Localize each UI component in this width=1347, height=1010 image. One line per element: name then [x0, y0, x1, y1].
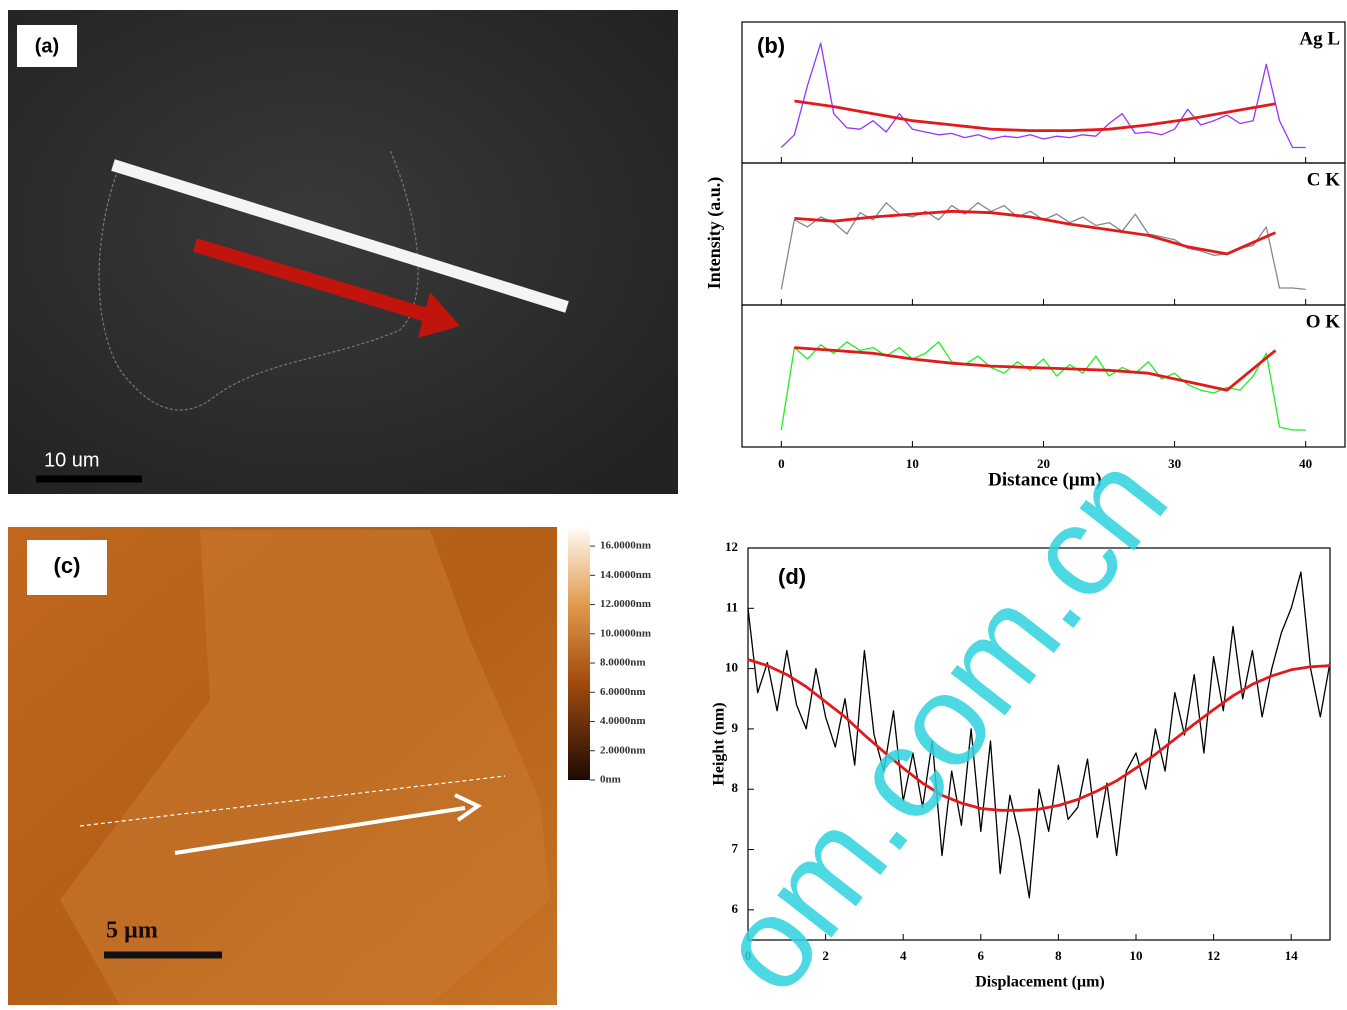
data-line: [781, 203, 1305, 290]
element-label: Ag L: [1299, 28, 1340, 49]
x-tick-label: 30: [1168, 456, 1181, 471]
panel-label: (b): [757, 33, 785, 58]
y-tick-label: 11: [726, 599, 738, 614]
x-tick-label: 8: [1055, 948, 1062, 963]
x-axis-label: Displacement (μm): [975, 974, 1104, 991]
colorbar-tick-label: 8.0000nm: [600, 657, 646, 669]
panel-label: (d): [778, 564, 806, 589]
y-tick-label: 7: [732, 841, 739, 856]
colorbar-tick-label: 0nm: [600, 774, 621, 786]
plot-frame: [742, 22, 1345, 163]
data-line: [781, 342, 1305, 430]
x-tick-label: 12: [1207, 948, 1220, 963]
watermark: om.com.cn: [688, 428, 1194, 1005]
colorbar-tick-label: 14.0000nm: [600, 569, 651, 581]
figure: (a) 10 um (c) 5 µm 16.0000nm 14.0000nm 12.…: [0, 0, 1347, 1005]
scale-bar-label: 5 µm: [106, 918, 158, 944]
x-tick-label: 6: [978, 948, 985, 963]
colorbar-tick-label: 10.0000nm: [600, 627, 651, 639]
data-line: [794, 211, 1275, 254]
sem-background: [8, 10, 678, 494]
x-tick-label: 10: [1130, 948, 1143, 963]
scale-bar-label: 10 um: [44, 449, 100, 471]
plot-frame: [742, 305, 1345, 447]
colorbar-tick-label: 16.0000nm: [600, 540, 651, 552]
plot-frame: [742, 163, 1345, 305]
x-tick-label: 4: [900, 948, 907, 963]
y-tick-label: 10: [725, 660, 738, 675]
x-tick-label: 10: [906, 456, 919, 471]
page: {"images": [ {"label": "(a)", "scale_bar…: [0, 0, 1347, 1005]
colorbar: [568, 530, 590, 780]
y-tick-label: 12: [725, 539, 738, 554]
data-line: [794, 348, 1275, 391]
x-tick-label: 0: [778, 456, 785, 471]
y-axis-label: Intensity (a.u.): [704, 177, 725, 290]
colorbar-tick-label: 6.0000nm: [600, 686, 646, 698]
panel-label: (c): [54, 553, 81, 578]
panel-label: (a): [35, 35, 59, 57]
element-label: O K: [1306, 311, 1341, 332]
y-tick-label: 9: [732, 720, 739, 735]
y-axis-label: Height (nm): [711, 702, 728, 785]
x-tick-label: 40: [1299, 456, 1312, 471]
colorbar-tick-label: 12.0000nm: [600, 598, 651, 610]
afm-image: (c) 5 µm: [8, 527, 590, 1005]
element-label: C K: [1307, 169, 1340, 190]
sem-image: (a) 10 um: [8, 10, 678, 494]
x-tick-label: 14: [1285, 948, 1299, 963]
data-line: [794, 101, 1275, 131]
y-tick-label: 8: [732, 780, 739, 795]
colorbar-tick-label: 2.0000nm: [600, 744, 646, 756]
colorbar-tick-label: 4.0000nm: [600, 715, 646, 727]
